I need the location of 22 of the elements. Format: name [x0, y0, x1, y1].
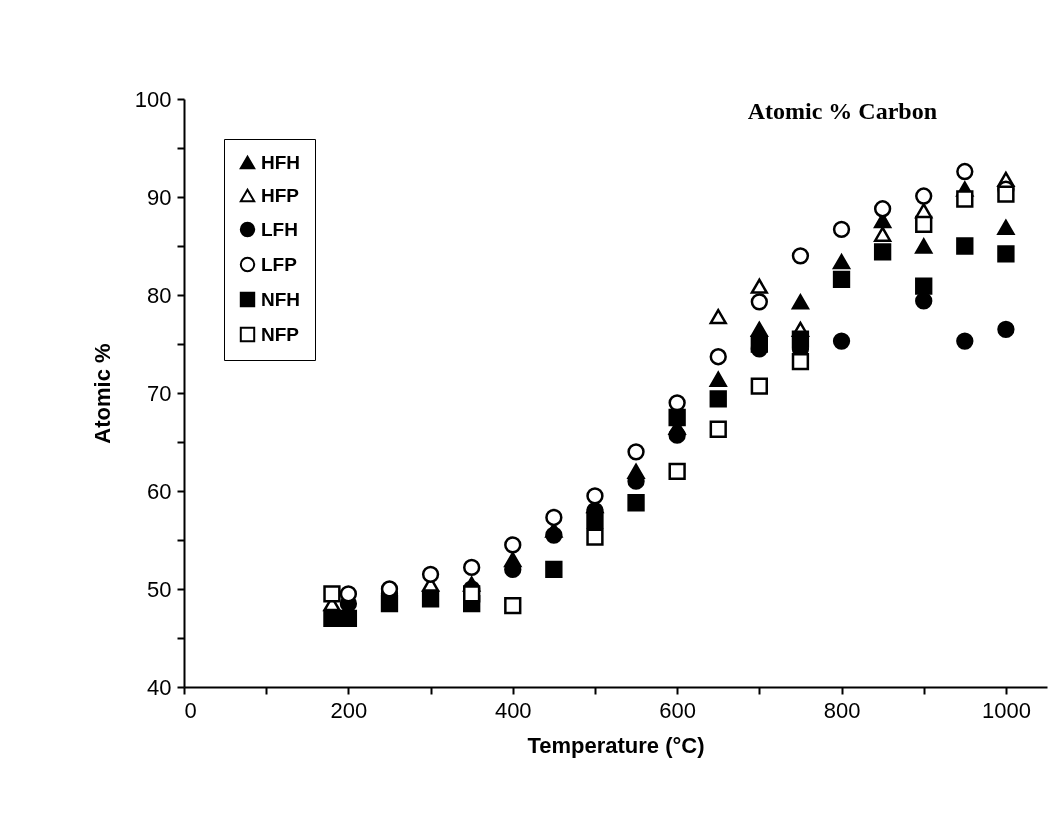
y-tick-label: 50: [147, 576, 172, 602]
legend-label: NFP: [261, 323, 300, 345]
y-tick-label: 100: [134, 86, 172, 112]
y-tick-label: 60: [147, 478, 172, 504]
x-tick-label: 400: [494, 697, 532, 723]
chart-title: Atomic % Carbon: [747, 98, 937, 124]
x-tick-label: 800: [823, 697, 861, 723]
legend-label: NFH: [261, 288, 301, 310]
y-tick-label: 40: [147, 674, 172, 700]
x-tick-label: 0: [184, 697, 197, 723]
x-tick-label: 600: [659, 697, 696, 723]
y-axis-title: Atomic %: [89, 343, 115, 444]
x-axis-title: Temperature (°C): [527, 732, 705, 758]
legend-label: LFH: [261, 218, 298, 240]
x-tick-label: 1000: [981, 697, 1031, 723]
legend-label: HFH: [261, 151, 301, 173]
y-tick-label: 90: [147, 184, 172, 210]
legend-label: HFP: [261, 184, 300, 206]
x-tick-label: 200: [330, 697, 368, 723]
legend-label: LFP: [261, 253, 298, 275]
y-tick-label: 70: [147, 380, 172, 406]
y-tick-label: 80: [147, 282, 172, 308]
